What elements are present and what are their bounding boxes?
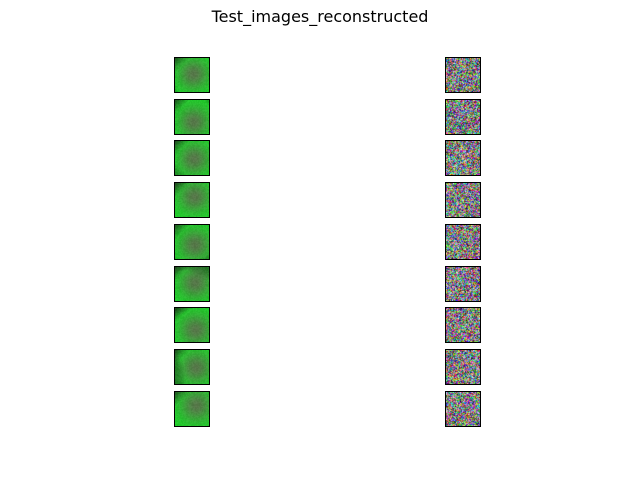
reconstructed-image-1 [445,57,481,93]
reconstructed-image-7 [445,307,481,343]
reconstructed-image-3 [445,140,481,176]
original-image-3 [174,140,210,176]
original-image-9 [174,391,210,427]
reconstructed-image-8 [445,349,481,385]
original-image-8 [174,349,210,385]
reconstructed-image-6 [445,266,481,302]
original-image-6 [174,266,210,302]
figure-title: Test_images_reconstructed [211,7,429,26]
original-image-1 [174,57,210,93]
original-image-2 [174,99,210,135]
original-image-4 [174,182,210,218]
original-image-5 [174,224,210,260]
original-image-7 [174,307,210,343]
reconstructed-image-4 [445,182,481,218]
reconstructed-image-5 [445,224,481,260]
reconstructed-image-2 [445,99,481,135]
reconstructed-image-9 [445,391,481,427]
